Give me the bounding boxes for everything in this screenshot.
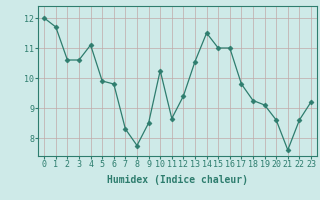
X-axis label: Humidex (Indice chaleur): Humidex (Indice chaleur) [107,175,248,185]
